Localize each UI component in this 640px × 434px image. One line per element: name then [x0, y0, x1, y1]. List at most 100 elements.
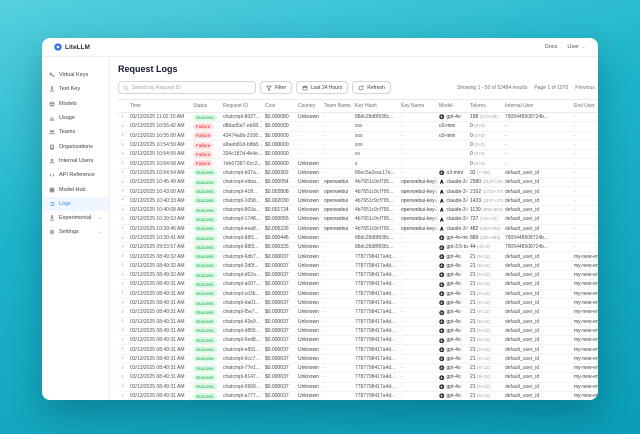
table-row[interactable]: 03/13/2025 08:49:31 AM Success chatcmpl-… [118, 279, 598, 290]
chevron-right-icon[interactable] [120, 235, 125, 240]
cell-status: Success [191, 289, 221, 299]
chevron-right-icon[interactable] [120, 225, 125, 230]
table-row[interactable]: 03/13/2025 10:30:41 AM Success chatcmpl-… [118, 233, 598, 244]
chevron-right-icon[interactable] [120, 151, 125, 156]
chevron-right-icon[interactable] [120, 309, 125, 314]
chevron-right-icon[interactable] [120, 188, 125, 193]
table-row[interactable]: 03/13/2025 10:39:46 AM Success chatcmpl-… [118, 224, 598, 234]
user-menu[interactable]: User [567, 44, 586, 50]
chevron-right-icon[interactable] [120, 179, 125, 184]
chevron-down-icon[interactable] [120, 207, 125, 212]
table-row[interactable]: 03/13/2025 08:49:31 AM Success chatcmpl-… [118, 335, 598, 346]
cell-request-id: a9aeb81d-b8b8... [221, 140, 263, 151]
table-row[interactable]: 03/13/2025 10:54:59 AM Failure 334c187d-… [118, 149, 598, 160]
chevron-right-icon[interactable] [120, 383, 125, 388]
chevron-right-icon[interactable] [120, 216, 125, 221]
table-row[interactable]: 03/13/2025 10:54:58 AM Failure 7eb67387-… [118, 158, 598, 169]
docs-link[interactable]: Docs [544, 44, 558, 50]
table-row[interactable]: 03/13/2025 08:49:32 AM Success chatcmpl-… [118, 270, 598, 281]
table-row[interactable]: 03/13/2025 08:49:31 AM Success chatcmpl-… [118, 326, 598, 337]
sidebar-item-experimental[interactable]: Experimental [42, 211, 109, 225]
chevron-right-icon[interactable] [120, 142, 125, 147]
chevron-right-icon[interactable] [120, 253, 125, 258]
table-row[interactable]: 03/13/2025 09:53:57 AM Success chatcmpl-… [118, 242, 598, 253]
cell-model: claude-3-5-ha... [437, 177, 468, 188]
table-row[interactable]: 03/13/2025 08:49:31 AM Success chatcmpl-… [118, 372, 598, 383]
table-row[interactable]: 03/13/2025 10:40:33 AM Success chatcmpl-… [118, 196, 598, 206]
filter-button[interactable]: Filter [260, 81, 293, 94]
search-input[interactable] [132, 84, 251, 91]
table-row[interactable]: 03/13/2025 08:49:32 AM Success chatcmpl-… [118, 251, 598, 262]
sidebar-item-organizations[interactable]: Organizations [42, 139, 109, 153]
sidebar-item-usage[interactable]: Usage [42, 111, 109, 125]
chevron-right-icon[interactable] [120, 337, 125, 342]
sidebar-item-teams[interactable]: Teams [42, 125, 109, 139]
chevron-right-icon[interactable] [120, 346, 125, 351]
table-row[interactable]: 03/13/2025 10:55:00 AM Failure 43474a9b-… [118, 131, 598, 141]
table-row[interactable]: 03/13/2025 08:49:31 AM Success chatcmpl-… [118, 289, 598, 299]
table-row[interactable]: 03/13/2025 10:54:59 AM Failure a9aeb81d-… [118, 140, 598, 151]
time-range-button[interactable]: Last 24 Hours [296, 81, 349, 94]
chevron-right-icon[interactable] [120, 355, 125, 360]
chevron-right-icon[interactable] [120, 393, 125, 398]
chevron-right-icon[interactable] [120, 281, 125, 286]
sidebar-item-model-hub[interactable]: Model Hub [42, 182, 109, 196]
chevron-right-icon[interactable] [120, 114, 125, 119]
cell-request-id: chatcmpl-a777... [221, 391, 263, 400]
table-row[interactable]: 03/13/2025 08:49:31 AM Success chatcmpl-… [118, 363, 598, 374]
chevron-down-icon[interactable] [120, 197, 125, 202]
status-badge: Success [193, 299, 217, 307]
table-row[interactable]: 03/13/2025 08:49:31 AM Success chatcmpl-… [118, 298, 598, 309]
sidebar-item-settings[interactable]: Settings [42, 225, 109, 239]
table-row[interactable]: 03/13/2025 08:49:31 AM Success chatcmpl-… [118, 391, 598, 400]
chevron-right-icon[interactable] [120, 374, 125, 379]
table-row[interactable]: 03/13/2025 10:54:54 AM Success chatcmpl-… [118, 168, 598, 179]
table-row[interactable]: 03/13/2025 10:39:53 AM Success chatcmpl-… [118, 214, 598, 225]
status-badge: Success [193, 346, 217, 354]
chevron-right-icon[interactable] [120, 244, 125, 249]
previous-button[interactable]: Previous [575, 84, 595, 91]
sidebar-item-logs[interactable]: Logs [42, 196, 109, 211]
table-row[interactable]: 03/13/2025 08:49:31 AM Success chatcmpl-… [118, 354, 598, 365]
cell-status: Success [191, 261, 221, 272]
chevron-right-icon[interactable] [120, 123, 125, 128]
table-row[interactable]: 03/13/2025 08:49:31 AM Success chatcmpl-… [118, 382, 598, 392]
search-icon [123, 85, 129, 91]
chevron-right-icon[interactable] [120, 169, 125, 174]
status-badge: Success [193, 336, 217, 344]
chevron-right-icon[interactable] [120, 365, 125, 370]
table-row[interactable]: 03/13/2025 08:49:31 AM Success chatcmpl-… [118, 317, 598, 327]
sidebar-item-test-key[interactable]: Test Key [42, 82, 109, 96]
sidebar-item-models[interactable]: Models [42, 97, 109, 111]
chevron-right-icon[interactable] [120, 262, 125, 267]
status-badge: Success [193, 271, 217, 279]
sidebar-item-api-reference[interactable]: API Reference [42, 168, 109, 182]
table-row[interactable]: 03/13/2025 08:49:31 AM Success chatcmpl-… [118, 307, 598, 318]
sidebar-item-internal-users[interactable]: Internal Users [42, 154, 109, 168]
chevron-right-icon[interactable] [120, 132, 125, 137]
search-box[interactable] [118, 81, 256, 94]
cell-status: Failure [191, 131, 221, 141]
table-row[interactable]: 03/13/2025 10:45:49 AM Success chatcmpl-… [118, 177, 598, 188]
cell-end-user: my-new-end-user-1 [572, 289, 598, 299]
table-row[interactable]: 03/13/2025 08:49:32 AM Success chatcmpl-… [118, 261, 598, 272]
table-row[interactable]: 03/13/2025 10:55:42 AM Failure d8dad5a7-… [118, 121, 598, 132]
chevron-right-icon[interactable] [120, 272, 125, 277]
chevron-right-icon[interactable] [120, 318, 125, 323]
cell-country: Unknown [296, 335, 322, 346]
cell-key-name: - [399, 391, 437, 400]
cell-end-user: my-new-end-user-1 [572, 326, 598, 337]
refresh-button[interactable]: Refresh [352, 81, 391, 94]
sidebar-item-virtual-keys[interactable]: Virtual Keys [42, 68, 109, 82]
table-row[interactable]: 03/13/2025 10:43:00 AM Success chatcmpl-… [118, 186, 598, 197]
anthropic-icon [439, 189, 445, 195]
chevron-right-icon[interactable] [120, 327, 125, 332]
chevron-right-icon[interactable] [120, 160, 125, 165]
chevron-right-icon[interactable] [120, 300, 125, 305]
table-row[interactable]: 03/13/2025 11:02:10 AM Success chatcmpl-… [118, 112, 598, 123]
chevron-right-icon[interactable] [120, 290, 125, 295]
table-row[interactable]: 03/13/2025 10:40:08 AM Success chatcmpl-… [118, 205, 598, 216]
table-row[interactable]: 03/13/2025 08:49:31 AM Success chatcmpl-… [118, 344, 598, 355]
cell-time: 03/13/2025 10:54:59 AM [128, 140, 191, 151]
chevron-down-icon [581, 45, 586, 50]
